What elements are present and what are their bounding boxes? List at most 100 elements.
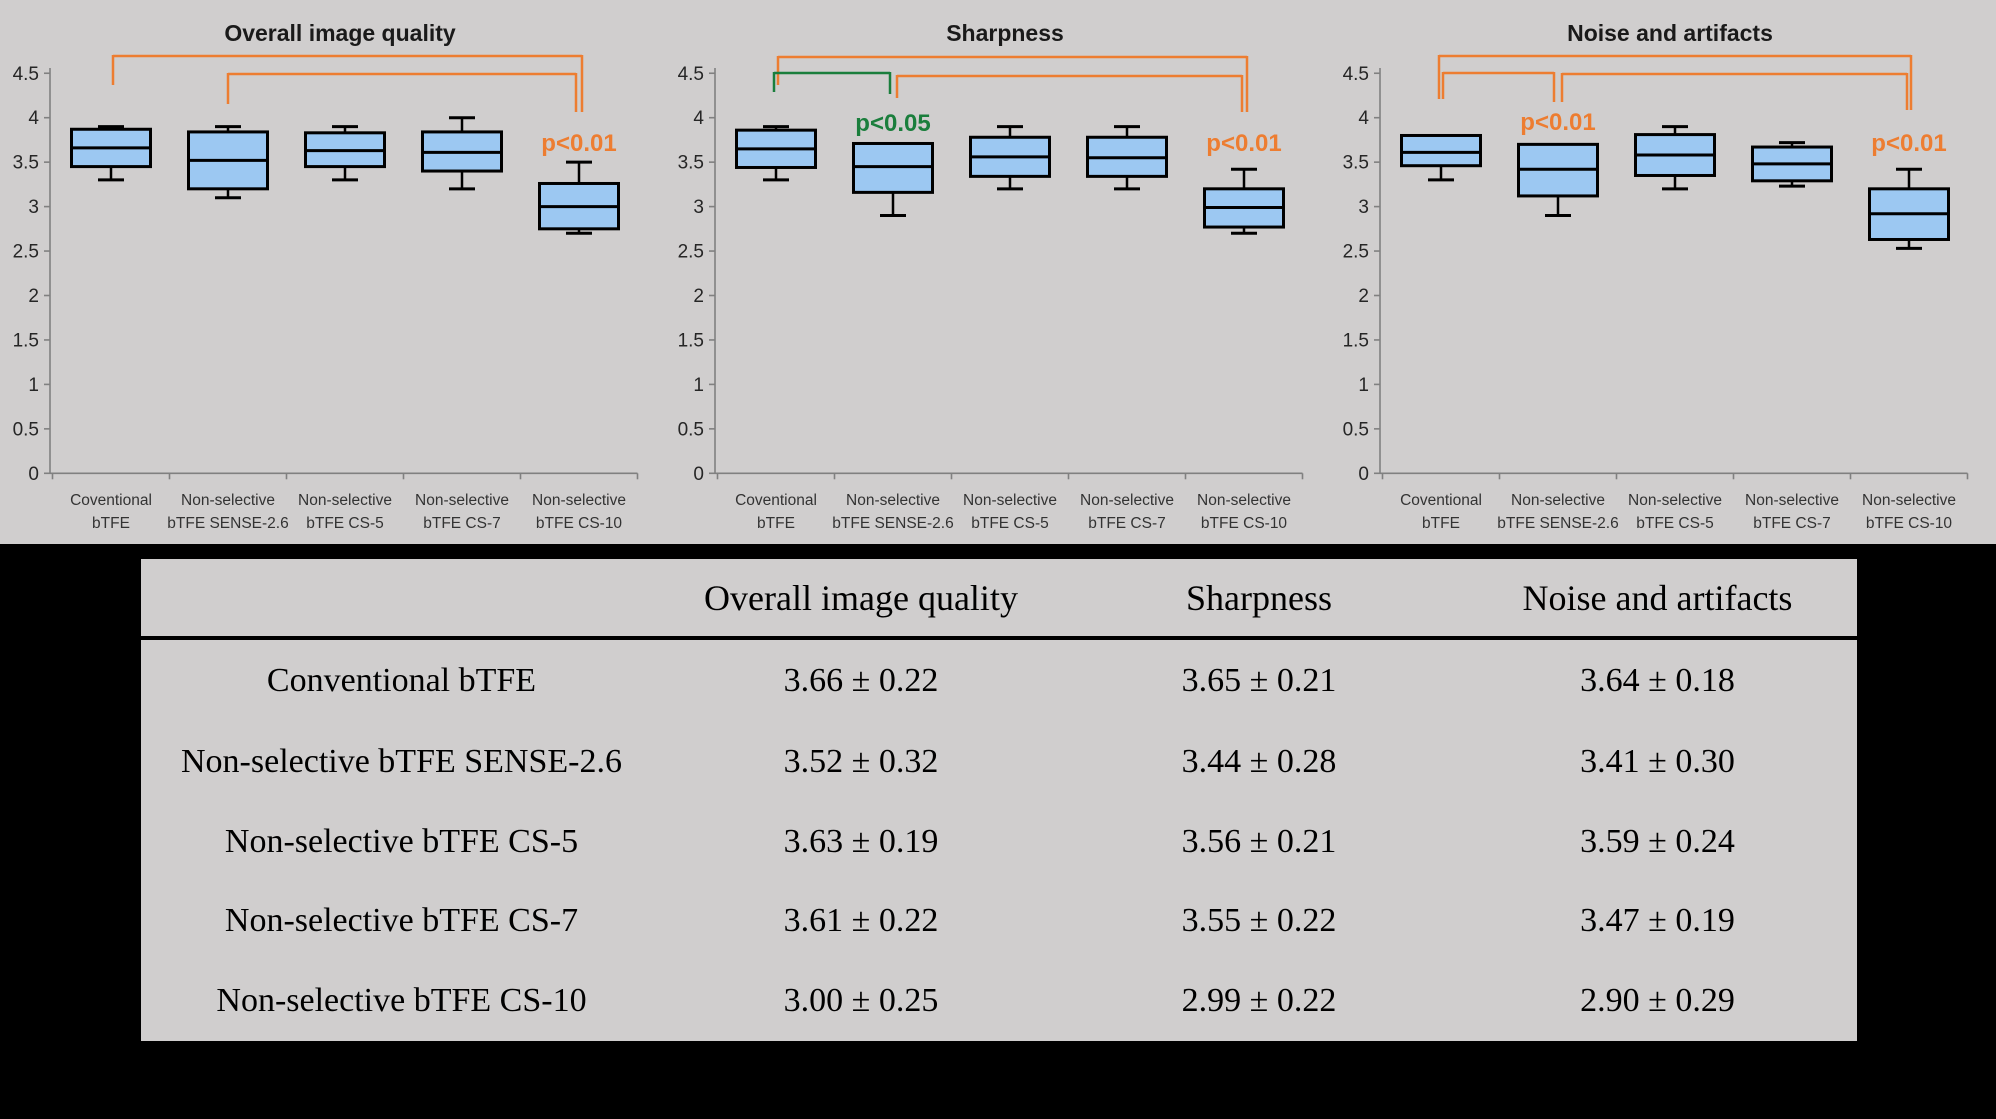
row-label: Non-selective bTFE CS-7 <box>224 902 579 940</box>
x-label-line2: bTFE CS-5 <box>971 515 1049 532</box>
box-series-3 <box>421 116 503 191</box>
x-label-line1: Non-selective <box>1511 492 1605 509</box>
box-series-1 <box>187 125 269 200</box>
x-category-label-0: Coventional bTFE <box>735 492 817 532</box>
x-label-line1: Coventional <box>1400 492 1482 509</box>
box-series-2 <box>1634 125 1716 191</box>
x-category-label-3: Non-selective bTFE CS-7 <box>1745 492 1839 532</box>
box-series-2 <box>304 125 386 182</box>
y-tick-label: 3 <box>693 197 704 218</box>
stat-value: 3.64 ± 0.18 <box>1580 661 1735 699</box>
table-row: Non-selective bTFE CS-10 3.00 ± 0.25 2.99 … <box>141 961 1857 1041</box>
box-series-0 <box>1400 133 1482 182</box>
x-label-line1: Non-selective <box>1862 492 1956 509</box>
stat-value: 2.99 ± 0.22 <box>1181 982 1337 1020</box>
y-tick-label: 1.5 <box>13 330 39 351</box>
y-tick-label: 2 <box>28 286 39 307</box>
x-label-line1: Non-selective <box>415 492 509 509</box>
x-category-label-1: Non-selective bTFE SENSE-2.6 <box>167 492 288 532</box>
box-series-3 <box>1751 141 1833 188</box>
iqr-box <box>1400 133 1482 168</box>
stat-value: 3.41 ± 0.30 <box>1580 742 1735 780</box>
y-tick-label: 1.5 <box>678 330 704 351</box>
boxplot-chart-0: Overall image quality 0 0.5 1 1.5 2 2.5 3 3.5 4 4.… <box>13 20 639 532</box>
x-category-label-3: Non-selective bTFE CS-7 <box>415 492 509 532</box>
boxplot-chart-1: Sharpness 0 0.5 1 1.5 2 2.5 3 3.5 4 4.5 p<0.05 p<0.0… <box>678 20 1304 532</box>
stat-value: 3.00 ± 0.25 <box>783 982 939 1020</box>
table-row: Non-selective bTFE CS-7 3.61 ± 0.22 3.55 ±… <box>141 881 1857 961</box>
y-tick-label: 2.5 <box>678 242 704 263</box>
y-tick-label: 4.5 <box>13 64 39 85</box>
x-label-line2: bTFE CS-7 <box>1753 515 1831 532</box>
x-category-label-1: Non-selective bTFE SENSE-2.6 <box>832 492 953 532</box>
p-value-label-0: p<0.01 <box>1520 109 1595 136</box>
significance-bracket-1 <box>772 71 892 94</box>
y-tick-label: 0 <box>28 464 39 485</box>
x-label-line2: bTFE CS-10 <box>1201 515 1288 532</box>
p-value-label-0: p<0.05 <box>855 110 930 137</box>
x-label-line2: bTFE <box>757 515 795 532</box>
x-label-line1: Non-selective <box>298 492 392 509</box>
y-tick-label: 0.5 <box>13 419 39 440</box>
y-tick-label: 3 <box>1358 197 1369 218</box>
x-label-line2: bTFE CS-5 <box>306 515 384 532</box>
summary-stats-table: Overall image quality Sharpness Noise and … <box>141 559 1857 1041</box>
x-category-label-4: Non-selective bTFE CS-10 <box>1197 492 1291 532</box>
x-label-line2: bTFE <box>1422 515 1460 532</box>
stat-value: 2.90 ± 0.29 <box>1580 982 1735 1020</box>
x-category-label-4: Non-selective bTFE CS-10 <box>1862 492 1956 532</box>
box-series-1 <box>852 141 934 217</box>
x-label-line1: Non-selective <box>846 492 940 509</box>
x-label-line1: Non-selective <box>963 492 1057 509</box>
y-tick-label: 3.5 <box>678 153 704 174</box>
boxplot-chart-2: Noise and artifacts 0 0.5 1 1.5 2 2.5 3 3.5 4 4.5 p… <box>1343 20 1969 532</box>
significance-bracket-2 <box>895 74 1244 112</box>
stat-value: 3.44 ± 0.28 <box>1181 742 1337 780</box>
box-series-4 <box>538 160 620 235</box>
y-tick-label: 1 <box>1358 375 1369 396</box>
y-tick-label: 0.5 <box>1343 419 1369 440</box>
y-tick-label: 0 <box>693 464 704 485</box>
significance-bracket-0 <box>111 54 584 112</box>
y-tick-label: 4 <box>693 108 704 129</box>
y-tick-label: 0.5 <box>678 419 704 440</box>
stats-header-row: Overall image quality Sharpness Noise and … <box>141 559 1857 640</box>
p-value-label-0: p<0.01 <box>541 130 616 157</box>
significance-bracket-1 <box>1441 71 1556 102</box>
stat-value: 3.52 ± 0.32 <box>783 742 939 780</box>
x-label-line2: bTFE <box>92 515 130 532</box>
y-tick-label: 1.5 <box>1343 330 1369 351</box>
row-label: Conventional bTFE <box>266 661 537 699</box>
y-tick-label: 1 <box>28 375 39 396</box>
x-label-line2: bTFE CS-7 <box>1088 515 1166 532</box>
chart-title: Overall image quality <box>224 20 456 46</box>
y-tick-label: 4 <box>1358 108 1369 129</box>
row-label: Non-selective bTFE SENSE-2.6 <box>181 742 622 780</box>
stats-table: Overall image quality Sharpness Noise and … <box>141 559 1857 1041</box>
table-row: Non-selective bTFE SENSE-2.6 3.52 ± 0.32 3… <box>141 722 1857 802</box>
significance-bracket-0 <box>776 55 1249 112</box>
chart-title: Noise and artifacts <box>1567 20 1773 46</box>
stat-value: 3.65 ± 0.21 <box>1181 661 1337 699</box>
stat-value: 3.66 ± 0.22 <box>783 661 939 699</box>
x-label-line2: bTFE CS-10 <box>1866 515 1953 532</box>
y-tick-label: 2.5 <box>1343 242 1369 263</box>
stats-header-col-3: Noise and artifacts <box>1458 559 1857 640</box>
x-category-label-2: Non-selective bTFE CS-5 <box>298 492 392 532</box>
y-tick-label: 3.5 <box>1343 153 1369 174</box>
stat-value: 3.61 ± 0.22 <box>783 902 939 940</box>
stats-header-col-1: Overall image quality <box>662 559 1060 640</box>
stats-table-header: Overall image quality Sharpness Noise and … <box>141 559 1857 640</box>
p-value-label-1: p<0.01 <box>1206 130 1281 157</box>
x-label-line1: Non-selective <box>1080 492 1174 509</box>
stat-value: 3.59 ± 0.24 <box>1580 822 1735 860</box>
stat-value: 3.55 ± 0.22 <box>1181 902 1337 940</box>
box-series-2 <box>969 125 1051 191</box>
table-row: Conventional bTFE 3.66 ± 0.22 3.65 ± 0.21 3… <box>141 638 1857 722</box>
y-tick-label: 2 <box>693 286 704 307</box>
boxplot-charts-panel: Overall image quality 0 0.5 1 1.5 2 2.5 3 3.5 4 4.… <box>0 0 1996 544</box>
stat-value: 3.63 ± 0.19 <box>783 822 939 860</box>
row-label: Non-selective bTFE CS-10 <box>216 982 587 1020</box>
significance-bracket-1 <box>226 72 578 112</box>
